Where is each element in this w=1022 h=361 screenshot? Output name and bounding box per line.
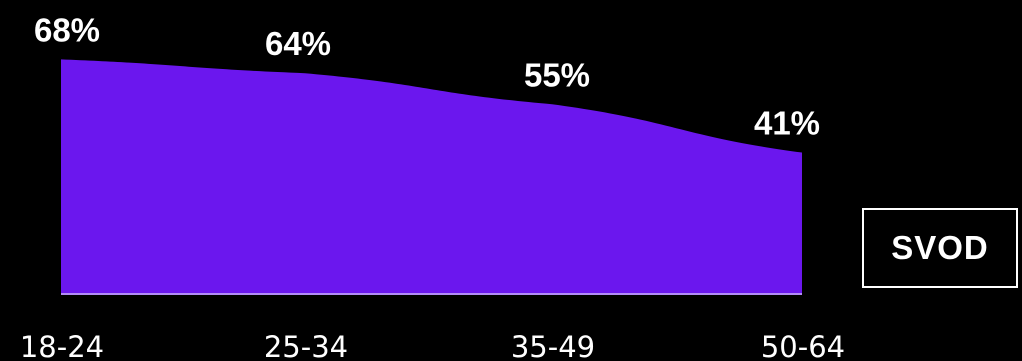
data-label-18-24: 68% (34, 11, 100, 48)
x-tick-label-50-64: 50-64 (761, 330, 845, 361)
legend-svod: SVOD (862, 208, 1018, 288)
legend-label-svod: SVOD (891, 229, 989, 266)
data-label-35-49: 55% (524, 56, 590, 93)
data-label-50-64: 41% (754, 105, 820, 142)
svod-area (61, 59, 802, 295)
x-tick-label-35-49: 35-49 (511, 330, 595, 361)
x-tick-label-18-24: 18-24 (20, 330, 104, 361)
data-label-25-34: 64% (265, 25, 331, 62)
x-tick-label-25-34: 25-34 (264, 330, 348, 361)
